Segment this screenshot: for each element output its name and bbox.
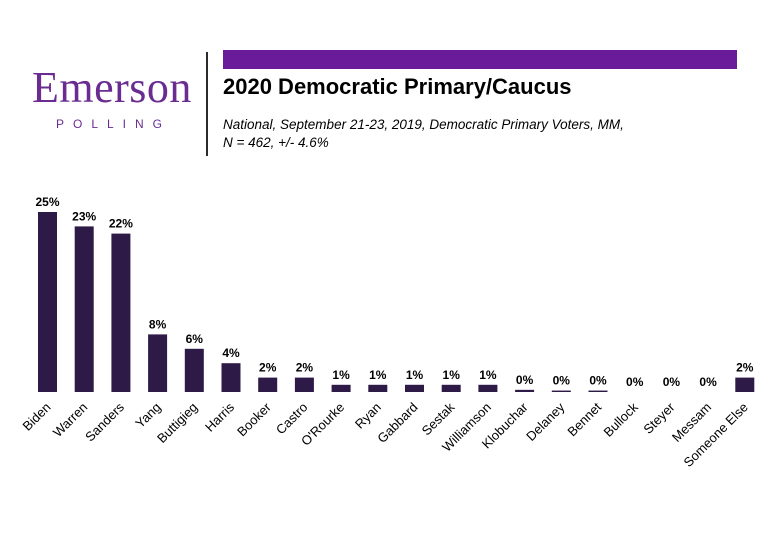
bar-sanders — [111, 233, 131, 392]
category-label: Gabbard — [374, 400, 420, 446]
bar-castro — [294, 377, 314, 392]
value-label: 0% — [516, 373, 534, 387]
bar-warren — [74, 226, 94, 392]
subtitle-line-2: N = 462, +/- 4.6% — [223, 135, 329, 150]
subtitle-line-1: National, September 21-23, 2019, Democra… — [223, 117, 624, 132]
category-label: Sanders — [82, 399, 127, 444]
value-label: 0% — [589, 374, 607, 388]
value-label: 8% — [149, 317, 167, 331]
value-label: 1% — [479, 368, 497, 382]
value-labels: 25% 23% 22% 8% 6% 4% 2% 2% 1% 1% 1% 1% 1% 0% 0% 0% 0% 0% 0… — [35, 195, 753, 389]
bar-booker — [258, 377, 278, 392]
chart-title: 2020 Democratic Primary/Caucus — [223, 74, 572, 99]
value-label: 0% — [663, 375, 681, 389]
bar-delaney — [551, 390, 571, 392]
value-label: 22% — [109, 217, 133, 231]
category-label: Booker — [234, 399, 274, 439]
value-label: 2% — [259, 361, 277, 375]
chart-subtitle: National, September 21-23, 2019, Democra… — [223, 116, 693, 152]
emerson-logo-subtitle: POLLING — [56, 117, 172, 131]
bar-sestak — [441, 384, 461, 392]
value-label: 0% — [699, 375, 717, 389]
emerson-logo-wordmark: Emerson — [32, 63, 192, 112]
bar-o-rourke — [331, 384, 351, 392]
value-label: 1% — [443, 368, 461, 382]
category-label: Bullock — [601, 399, 642, 440]
category-label: Bennet — [564, 399, 604, 439]
bar-williamson — [478, 384, 498, 392]
category-label: Biden — [20, 400, 54, 434]
category-label: Yang — [132, 400, 163, 431]
value-label: 1% — [406, 368, 424, 382]
bar-gabbard — [405, 384, 424, 392]
category-label: Delaney — [523, 399, 568, 444]
value-label: 6% — [186, 332, 204, 346]
value-label: 0% — [626, 375, 644, 389]
bar-klobuchar — [515, 389, 535, 392]
value-label: 1% — [332, 368, 350, 382]
bar-someone-else — [735, 377, 755, 392]
value-label: 25% — [35, 195, 59, 209]
bar-harris — [221, 363, 241, 392]
category-label: Ryan — [352, 400, 384, 432]
bar-yang — [148, 334, 168, 392]
value-label: 2% — [296, 361, 314, 375]
value-label: 1% — [369, 368, 387, 382]
value-label: 0% — [553, 374, 571, 388]
bar-biden — [38, 212, 57, 392]
value-label: 23% — [72, 209, 96, 223]
category-label: Buttigieg — [154, 400, 200, 446]
header-divider — [206, 52, 208, 156]
header-accent-bar — [223, 50, 737, 69]
category-label: Harris — [202, 399, 237, 434]
category-label: Someone Else — [681, 400, 751, 470]
bar-buttigieg — [184, 348, 204, 392]
value-label: 2% — [736, 361, 754, 375]
bar-bennet — [588, 390, 608, 392]
value-label: 4% — [222, 346, 240, 360]
bar-ryan — [368, 384, 388, 392]
bar-series — [38, 212, 755, 392]
